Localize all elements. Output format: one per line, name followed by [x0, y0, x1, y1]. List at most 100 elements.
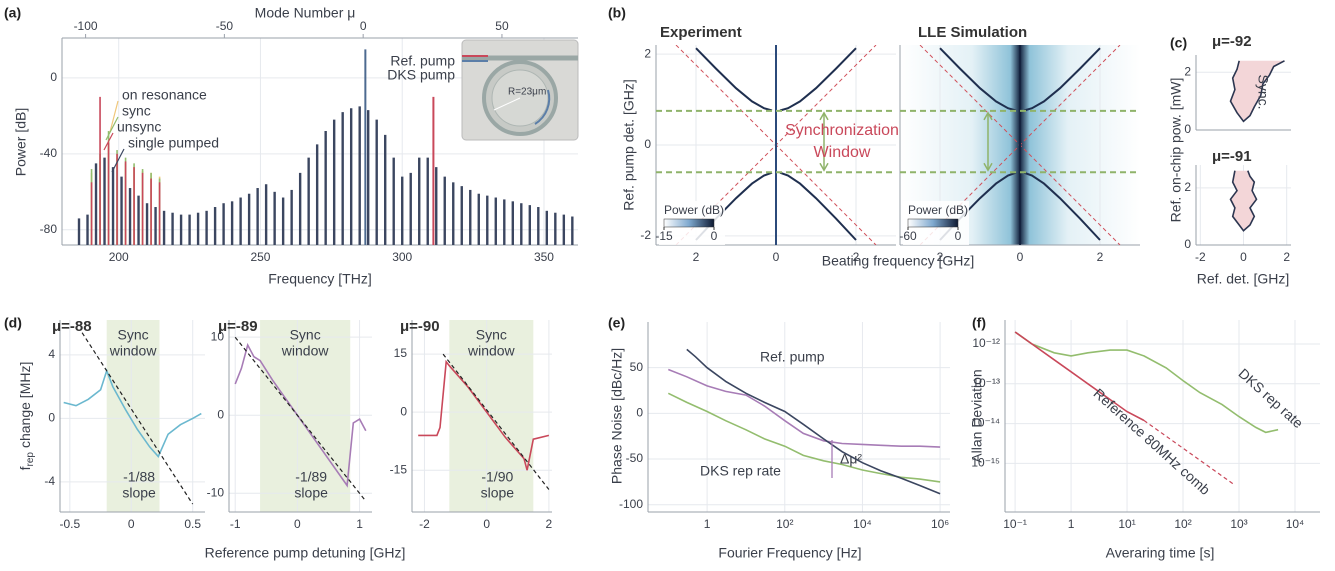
data-line — [63, 368, 202, 458]
slope-label: slope — [481, 485, 515, 501]
y-axis-label: Allan Deviation — [969, 369, 985, 462]
y-label-main: f — [17, 466, 33, 470]
y-label-sub: rep — [25, 452, 36, 467]
x-tick-label: 1 — [356, 517, 363, 531]
plot-area — [234, 336, 367, 502]
slope-label: -1/89 — [295, 469, 327, 485]
x-tick-label: 0 — [483, 517, 490, 531]
x-tick-label: 2 — [693, 250, 700, 264]
plot-area — [919, 45, 1121, 245]
y-tick-label: -100 — [619, 497, 643, 511]
data-line — [442, 353, 550, 490]
x-tick-label: 2 — [546, 517, 553, 531]
panel-label: (d) — [4, 315, 22, 331]
data-line — [668, 368, 941, 448]
series-label: Ref. pump — [760, 349, 825, 365]
x2-tick-label: -100 — [74, 19, 98, 33]
x-tick-label: 300 — [392, 250, 412, 264]
x-tick-label: 350 — [534, 250, 554, 264]
x-tick-label: 10⁴ — [1286, 517, 1305, 531]
colorbar-tick-label: 0 — [711, 229, 718, 243]
panel-title: μ=-90 — [400, 318, 440, 335]
sync-region — [1230, 60, 1285, 122]
y-tick-label: 2 — [1184, 180, 1191, 194]
x2-axis-label: Mode Number μ — [255, 5, 356, 21]
x-tick-label: 2 — [1283, 250, 1290, 264]
panel-label: (c) — [1170, 35, 1187, 51]
x2-tick-label: -50 — [216, 19, 234, 33]
colorbar — [907, 218, 959, 228]
arrow-head — [819, 111, 829, 121]
y-label-rest: change [MHz] — [17, 362, 33, 448]
window-label: window — [467, 343, 516, 359]
y-axis-label: Ref. pump det. [GHz] — [621, 79, 637, 211]
plot-area — [1229, 170, 1258, 232]
data-line — [1229, 60, 1285, 123]
y-tick-label: 0 — [48, 411, 55, 425]
slope-label: -1/88 — [123, 469, 155, 485]
plot-area — [1014, 331, 1279, 485]
x-axis-label: Ref. det. [GHz] — [1197, 271, 1290, 287]
colorbar-title: Power (dB) — [664, 203, 724, 217]
panel-title: μ=-91 — [1212, 148, 1252, 165]
colorbar-tick-label: -60 — [899, 229, 917, 243]
sync-window — [260, 320, 351, 512]
inset-label: R=23μm — [508, 87, 546, 98]
y-tick-label: 10 — [211, 329, 225, 343]
window-label: window — [109, 343, 158, 359]
y-tick-label: -50 — [626, 451, 644, 465]
panel-title: μ=-88 — [52, 318, 92, 335]
series-label: Ref. pump — [390, 53, 455, 69]
label-arrow — [111, 148, 125, 173]
x-tick-label: 1 — [704, 517, 711, 531]
panel-label: (f) — [972, 315, 986, 331]
y-tick-label: 10⁻¹³ — [972, 376, 1000, 390]
x-tick-label: 10² — [1174, 517, 1191, 531]
y-tick-label: -2 — [640, 228, 651, 242]
x-tick-label: 2 — [937, 250, 944, 264]
radius-line — [493, 97, 521, 111]
sync-region — [1230, 170, 1257, 231]
x-tick-label: 10¹ — [1118, 517, 1135, 531]
series-label: DKS rep rate — [700, 463, 781, 479]
colorbar-tick-label: -15 — [655, 229, 673, 243]
series-label: unsync — [117, 119, 161, 135]
x-tick-label: 10⁻¹ — [1003, 517, 1027, 531]
y-tick-label: 0 — [636, 406, 643, 420]
x-tick-label: 0 — [773, 250, 780, 264]
label-arrow — [105, 116, 119, 141]
panel-title: Experiment — [660, 24, 742, 41]
x-axis-label: Beating frequency [GHz] — [822, 253, 975, 269]
window-label: Sync — [476, 327, 507, 343]
series-label: on resonance — [122, 87, 207, 103]
y-tick-label: 0 — [217, 407, 224, 421]
x2-tick-label: 50 — [495, 19, 509, 33]
x-tick-label: 10² — [776, 517, 793, 531]
x-tick-label: 1 — [1068, 517, 1075, 531]
y-tick-label: 15 — [394, 346, 408, 360]
y-tick-label: 4 — [48, 347, 55, 361]
arrow-head — [983, 111, 993, 121]
plot-area — [418, 353, 550, 490]
window-label: Window — [814, 144, 871, 161]
slope-label: slope — [122, 485, 156, 501]
panel-label: (a) — [4, 5, 21, 21]
x-tick-label: 0 — [1240, 250, 1247, 264]
x2-tick-label: 0 — [360, 19, 367, 33]
y-tick-label: -15 — [390, 462, 408, 476]
data-line — [686, 348, 941, 495]
label-arrow — [103, 132, 114, 151]
x-tick-label: 250 — [250, 250, 270, 264]
label-arrow — [109, 100, 119, 133]
x-axis-label: Averaring time [s] — [1106, 545, 1215, 561]
y-tick-label: 0 — [400, 404, 407, 418]
data-line — [1014, 331, 1145, 422]
x-tick-label: -2 — [1195, 250, 1206, 264]
y-tick-label: -80 — [40, 222, 58, 236]
x-axis-label: Fourier Frequency [Hz] — [718, 545, 861, 561]
annotation: Δμ² — [840, 451, 862, 467]
sync-window — [106, 320, 160, 512]
plot-area — [63, 332, 202, 505]
series-label: sync — [122, 103, 151, 119]
data-line — [695, 47, 773, 112]
